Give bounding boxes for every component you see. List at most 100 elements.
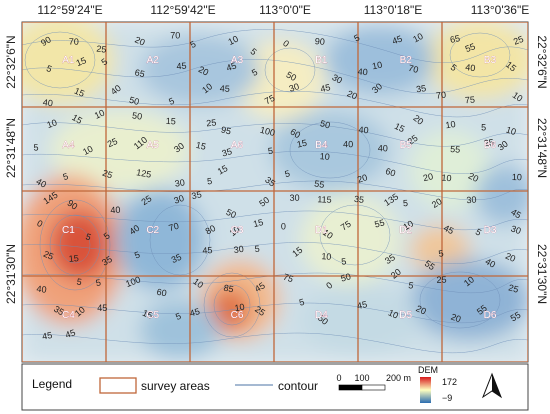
contour-value-label: 15 <box>216 163 230 177</box>
latitude-label: 22°32'6"N <box>535 35 549 88</box>
contour-value-label: 45 <box>253 280 267 294</box>
contour-value-label: 45 <box>64 327 77 340</box>
contour-value-label: 10 <box>81 144 95 158</box>
contour-value-label: 15 <box>141 308 154 321</box>
contour-value-label: 75 <box>339 219 353 233</box>
contour-value-label: 60 <box>288 127 302 141</box>
contour-value-label: 65 <box>449 33 461 45</box>
contour-value-label: 5 <box>62 171 70 182</box>
contour-value-label: 50 <box>316 313 330 327</box>
survey-area-label: survey areas <box>141 379 210 393</box>
contour-value-label: 45 <box>391 33 404 46</box>
contour-lines <box>22 29 528 354</box>
contour-value-label: 70 <box>69 37 79 47</box>
contour-value-label: 10 <box>462 274 476 288</box>
contour-value-label: 10 <box>512 172 522 182</box>
contour-value-label: 90 <box>314 36 325 47</box>
contour-value-label: 45 <box>356 299 368 311</box>
contour-value-label: 5 <box>33 142 39 152</box>
contour-value-label: 5 <box>188 39 197 50</box>
contour-value-label: 0 <box>281 221 286 231</box>
contour-value-label: 40 <box>358 125 369 136</box>
contour-value-label: 25 <box>406 133 420 147</box>
contour-value-label: 10 <box>371 60 383 72</box>
contour-value-label: 40 <box>378 143 388 153</box>
contour-value-label: 35 <box>191 189 203 201</box>
contour-value-label: 5 <box>298 297 305 308</box>
longitude-label: 112°59'42"E <box>150 3 215 17</box>
contour-value-label: 5 <box>474 227 483 238</box>
contour-value-label: 10 <box>445 119 456 130</box>
survey-cell-label: D1 <box>315 225 328 236</box>
longitude-label: 112°59'24"E <box>37 3 102 17</box>
contour-value-label: 70 <box>170 31 180 41</box>
contour-value-label: 20 <box>422 171 434 183</box>
contour-value-label: 45 <box>319 82 331 94</box>
survey-cell-label: B4 <box>315 140 328 151</box>
contour-value-label: 40 <box>109 83 123 97</box>
contour-value-label: 10 <box>191 276 205 290</box>
contour-value-label: 20 <box>430 196 444 210</box>
contour-value-label: 45 <box>225 60 238 73</box>
contour-value-label: 10 <box>387 307 400 320</box>
contour-value-label: 10 <box>411 31 425 45</box>
contour-value-label: 20 <box>414 303 427 316</box>
contour-value-label: 60 <box>384 166 397 178</box>
contour-value-label: 50 <box>128 95 140 107</box>
contour-value-label: 15 <box>165 116 176 127</box>
contour-value-label: 15 <box>504 59 518 73</box>
contour-value-label: 50 <box>319 118 331 130</box>
scale-label: 200 m <box>386 373 411 383</box>
dem-colorbar: DEM 172 −9 <box>418 365 457 403</box>
contour-value-label: 20 <box>346 88 359 101</box>
survey-cell-label: D3 <box>484 225 497 236</box>
contour-value-label: 10 <box>505 124 518 137</box>
contour-value-label: 25 <box>436 275 446 285</box>
contour-value-label: 15 <box>296 138 308 150</box>
contour-value-label: 25 <box>140 193 154 207</box>
contour-value-label: 10 <box>45 117 58 130</box>
contour-value-label: 35 <box>170 252 183 265</box>
contour-value-label: 25 <box>253 304 267 318</box>
contour-value-label: 15 <box>73 86 86 99</box>
contour-value-label: 55 <box>475 303 489 317</box>
contour-value-label: 60 <box>156 287 168 299</box>
contour-value-label: 15 <box>68 253 79 264</box>
contour-value-label: 0 <box>281 38 291 49</box>
contour-value-label: 50 <box>257 195 271 209</box>
dem-title: DEM <box>418 365 438 375</box>
contour-value-label: 95 <box>220 125 232 137</box>
contour-value-label: 45 <box>189 306 201 318</box>
contour-value-label: 10 <box>319 151 330 162</box>
contour-value-label: 25 <box>206 117 217 128</box>
north-arrow-icon <box>481 372 503 399</box>
contour-value-label: 45 <box>202 245 213 256</box>
contour-value-label: 5 <box>99 56 109 67</box>
survey-cell-label: C2 <box>146 225 159 236</box>
contour-value-label: 45 <box>442 223 455 236</box>
survey-cell-label: B5 <box>400 140 413 151</box>
contour-value-label: 25 <box>106 136 119 149</box>
contour-value-label: 40 <box>42 97 53 108</box>
survey-cell-label: B1 <box>315 55 328 66</box>
contour-value-label: 10 <box>321 227 335 241</box>
survey-cell-labels: A1 A2 A3 B1 B2 B3 A4 A5 A6 B4 B5 B6 C1 C2 C3 D1 D2 D3 C4 C5… <box>62 55 497 321</box>
contour-value-label: 45 <box>41 330 53 342</box>
contour-value-label: 35 <box>353 194 364 205</box>
contour-value-label: 45 <box>219 83 230 94</box>
contour-value-label: 35 <box>100 254 114 268</box>
scale-bar: 0 100 200 m <box>336 373 411 391</box>
contour-value-label: 75 <box>263 93 277 107</box>
contour-value-label: 20 <box>450 312 463 325</box>
contour-value-label: 20 <box>504 251 517 264</box>
contour-value-label: 35 <box>52 304 66 318</box>
contour-value-label: 40 <box>465 62 476 73</box>
contour-value-label: 35 <box>263 175 277 189</box>
contour-value-label: 10 <box>226 34 239 47</box>
survey-cell-label: C3 <box>231 225 244 236</box>
dem-max-label: 172 <box>442 377 457 387</box>
legend-box <box>21 363 529 411</box>
contour-value-label: 20 <box>389 267 403 281</box>
